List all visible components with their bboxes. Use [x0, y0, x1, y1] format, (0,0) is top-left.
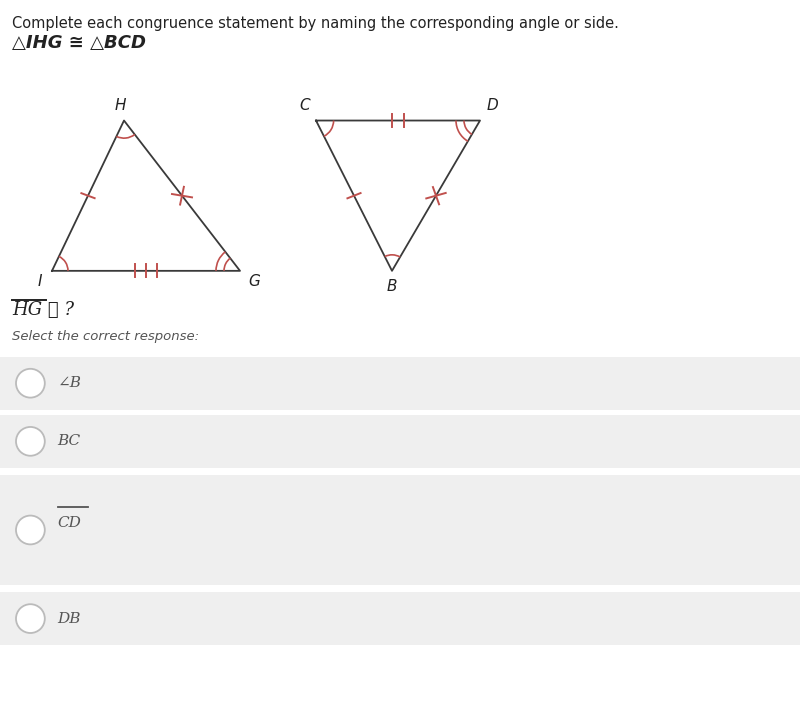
Ellipse shape	[16, 515, 45, 545]
Text: I: I	[38, 274, 42, 289]
Text: Complete each congruence statement by naming the corresponding angle or side.: Complete each congruence statement by na…	[12, 16, 619, 30]
Text: CD: CD	[58, 516, 82, 530]
Ellipse shape	[16, 604, 45, 633]
Ellipse shape	[16, 369, 45, 398]
Text: DB: DB	[58, 612, 81, 625]
Text: H: H	[114, 99, 126, 113]
Text: △IHG ≅ △BCD: △IHG ≅ △BCD	[12, 34, 146, 52]
Text: C: C	[299, 99, 310, 113]
Text: B: B	[386, 279, 398, 294]
FancyBboxPatch shape	[0, 592, 800, 645]
Text: BC: BC	[58, 435, 81, 448]
Text: HG ≅ ?: HG ≅ ?	[12, 301, 74, 319]
Text: D: D	[486, 99, 498, 113]
Text: Select the correct response:: Select the correct response:	[12, 330, 199, 342]
Text: ∠B: ∠B	[58, 376, 82, 390]
FancyBboxPatch shape	[0, 415, 800, 468]
Text: G: G	[248, 274, 260, 289]
Ellipse shape	[16, 427, 45, 456]
FancyBboxPatch shape	[0, 357, 800, 410]
FancyBboxPatch shape	[0, 475, 800, 585]
